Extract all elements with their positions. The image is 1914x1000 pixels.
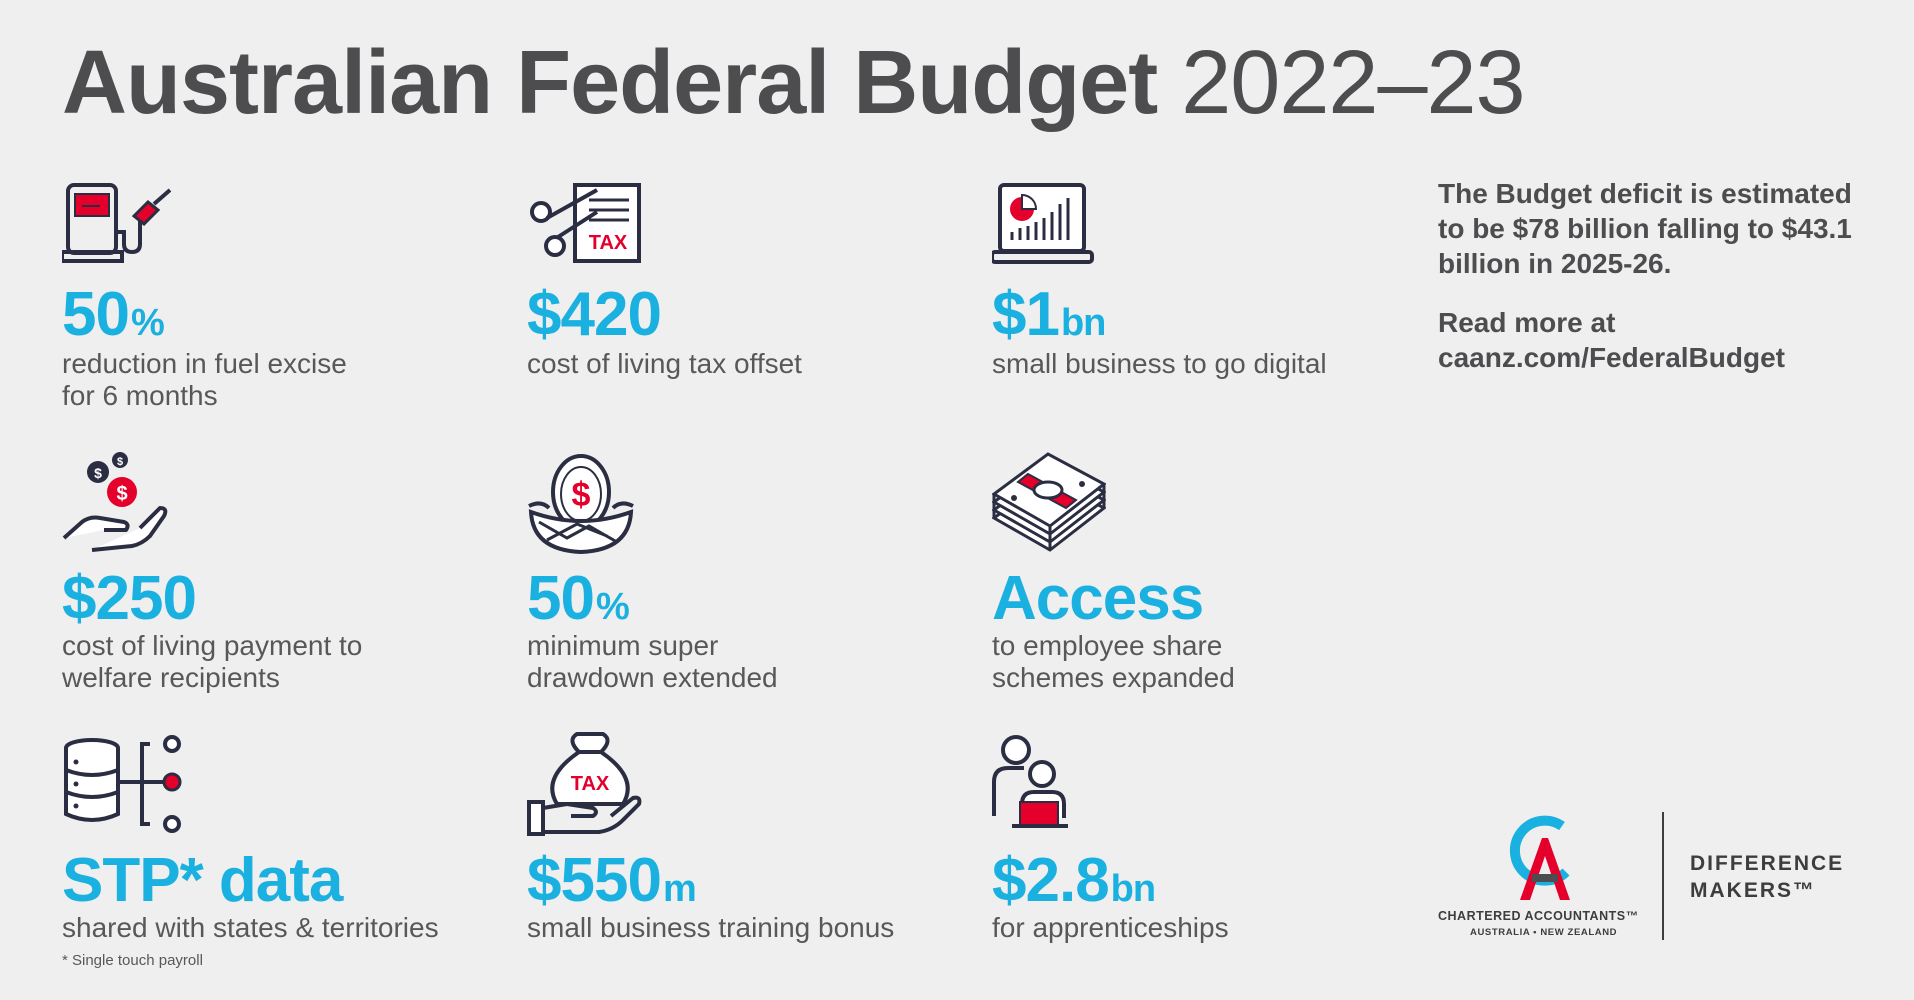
stat-super-drawdown: $ 50% minimum super drawdown extended (527, 450, 957, 693)
stat-description: reduction in fuel excise for 6 months (62, 348, 347, 411)
sidebar-summary: The Budget deficit is estimated to be $7… (1438, 176, 1858, 399)
footnote: * Single touch payroll (62, 952, 203, 969)
database-network-icon (62, 734, 182, 834)
svg-text:$: $ (116, 483, 127, 505)
tagline: DIFFERENCE MAKERS™ (1690, 852, 1845, 902)
stat-description: cost of living tax offset (527, 348, 802, 379)
svg-text:TAX: TAX (571, 773, 610, 795)
stat-description: minimum super drawdown extended (527, 630, 778, 693)
ca-region: AUSTRALIA • NEW ZEALAND (1470, 927, 1618, 938)
logo-divider (1662, 812, 1664, 940)
stat-description: shared with states & territories (62, 912, 439, 943)
title-year: 2022–23 (1181, 33, 1525, 133)
stat-welfare-payment: $ $ $ $250 cost of living payment to welf… (62, 450, 492, 693)
stat-description: for apprenticeships (992, 912, 1229, 943)
stat-training-bonus: TAX $550m small business training bonus (527, 732, 957, 972)
stat-figure: $2.8bn (992, 846, 1156, 915)
apprentice-people-icon (992, 734, 1072, 830)
read-more: Read more at caanz.com/FederalBudget (1438, 305, 1858, 375)
hand-money-bag-icon: TAX (527, 732, 643, 838)
stat-tax-offset: TAX $420 cost of living tax offset (527, 182, 957, 422)
stat-figure: $1bn (992, 280, 1106, 349)
stat-figure: 50% (62, 280, 165, 349)
stat-figure: Access (992, 564, 1204, 633)
ca-logo-mark-icon (1509, 815, 1570, 900)
hand-coins-icon: $ $ $ (62, 450, 168, 556)
read-more-label: Read more at (1438, 307, 1616, 338)
nest-egg-icon: $ (527, 450, 635, 556)
svg-text:TAX: TAX (589, 232, 628, 254)
budget-link[interactable]: caanz.com/FederalBudget (1438, 342, 1785, 373)
stat-stp-data: STP* data shared with states & territori… (62, 732, 492, 972)
stat-description: cost of living payment to welfare recipie… (62, 630, 363, 693)
ca-name: CHARTERED ACCOUNTANTS™ (1438, 909, 1639, 923)
stat-figure: $250 (62, 564, 197, 633)
stat-small-business-digital: $1bn small business to go digital (992, 182, 1422, 422)
svg-text:$: $ (117, 456, 123, 468)
scissors-tax-document-icon: TAX (527, 182, 643, 264)
page-title: Australian Federal Budget 2022–23 (62, 38, 1526, 128)
svg-text:$: $ (572, 476, 591, 514)
stat-figure: 50% (527, 564, 630, 633)
stat-description: to employee share schemes expanded (992, 630, 1235, 693)
stat-figure: $550m (527, 846, 697, 915)
stat-figure: $420 (527, 280, 662, 349)
fuel-pump-icon (62, 182, 174, 264)
stat-description: small business to go digital (992, 348, 1327, 379)
stat-figure: STP* data (62, 846, 343, 915)
ca-anz-logo: CHARTERED ACCOUNTANTS™ AUSTRALIA • NEW Z… (1438, 812, 1868, 942)
cash-stack-icon (992, 452, 1106, 556)
stat-fuel-excise: 50% reduction in fuel excise for 6 months (62, 182, 492, 422)
svg-text:$: $ (94, 465, 102, 481)
deficit-text: The Budget deficit is estimated to be $7… (1438, 178, 1852, 279)
stat-employee-share: Access to employee share schemes expanded (992, 450, 1422, 693)
laptop-chart-icon (992, 182, 1096, 266)
stat-apprenticeships: $2.8bn for apprenticeships (992, 732, 1422, 972)
title-main: Australian Federal Budget (62, 33, 1158, 133)
stat-description: small business training bonus (527, 912, 895, 943)
